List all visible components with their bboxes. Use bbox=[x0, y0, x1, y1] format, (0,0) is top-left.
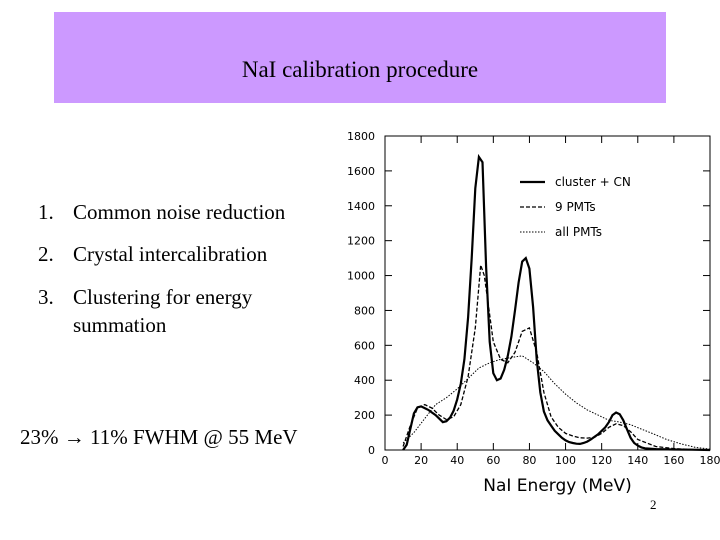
slide-title: NaI calibration procedure bbox=[241, 57, 479, 82]
y-tick-label: 1600 bbox=[347, 165, 375, 178]
y-tick-label: 800 bbox=[354, 304, 375, 317]
x-tick-label: 140 bbox=[627, 454, 648, 467]
x-axis-label: NaI Energy (MeV) bbox=[483, 476, 632, 496]
step-text: Clustering for energy bbox=[73, 285, 253, 309]
y-tick-label: 400 bbox=[354, 374, 375, 387]
x-tick-label: 180 bbox=[700, 454, 720, 467]
y-tick-label: 0 bbox=[368, 444, 375, 457]
y-tick-label: 1800 bbox=[347, 130, 375, 143]
series-line-solid bbox=[402, 153, 711, 452]
step-number: 3. bbox=[38, 285, 54, 309]
legend-label: cluster + CN bbox=[555, 175, 631, 189]
x-tick-label: 60 bbox=[486, 454, 500, 467]
x-tick-label: 100 bbox=[555, 454, 576, 467]
title-banner: NaI calibration procedure bbox=[54, 12, 666, 103]
step-text: Crystal intercalibration bbox=[73, 242, 268, 266]
legend-label: 9 PMTs bbox=[555, 200, 596, 214]
series-line-dotted bbox=[402, 355, 711, 450]
y-tick-label: 1400 bbox=[347, 200, 375, 213]
x-tick-label: 40 bbox=[450, 454, 464, 467]
x-tick-label: 160 bbox=[663, 454, 684, 467]
series-line-dashed bbox=[402, 264, 711, 451]
resolution-after: 11% FWHM @ 55 MeV bbox=[90, 425, 298, 449]
x-tick-label: 20 bbox=[414, 454, 428, 467]
x-tick-label: 120 bbox=[591, 454, 612, 467]
page-number: 2 bbox=[650, 497, 657, 512]
resolution-before: 23% bbox=[20, 425, 59, 449]
legend-label: all PMTs bbox=[555, 225, 602, 239]
resolution-result: 23% → 11% FWHM @ 55 MeV bbox=[20, 425, 298, 450]
list-item: 1. Common noise reduction bbox=[38, 197, 285, 227]
plot-frame bbox=[384, 135, 711, 451]
arrow-icon: → bbox=[63, 425, 85, 449]
y-tick-label: 600 bbox=[354, 339, 375, 352]
x-tick-label: 0 bbox=[382, 454, 389, 467]
list-item-continuation: summation bbox=[38, 310, 166, 340]
x-tick-label: 80 bbox=[522, 454, 536, 467]
step-number: 2. bbox=[38, 242, 54, 266]
energy-spectrum-chart: 0 200 400 600 800 1000 1200 1400 1600 1800 0 20 40 60… bbox=[347, 130, 720, 496]
y-tick-label: 1200 bbox=[347, 235, 375, 248]
list-item: 2. Crystal intercalibration bbox=[38, 239, 267, 269]
step-number: 1. bbox=[38, 200, 54, 224]
list-item: 3. Clustering for energy bbox=[38, 282, 252, 312]
step-text: Common noise reduction bbox=[73, 200, 286, 224]
step-text: summation bbox=[73, 313, 167, 337]
y-tick-label: 200 bbox=[354, 409, 375, 422]
y-tick-label: 1000 bbox=[347, 270, 375, 283]
